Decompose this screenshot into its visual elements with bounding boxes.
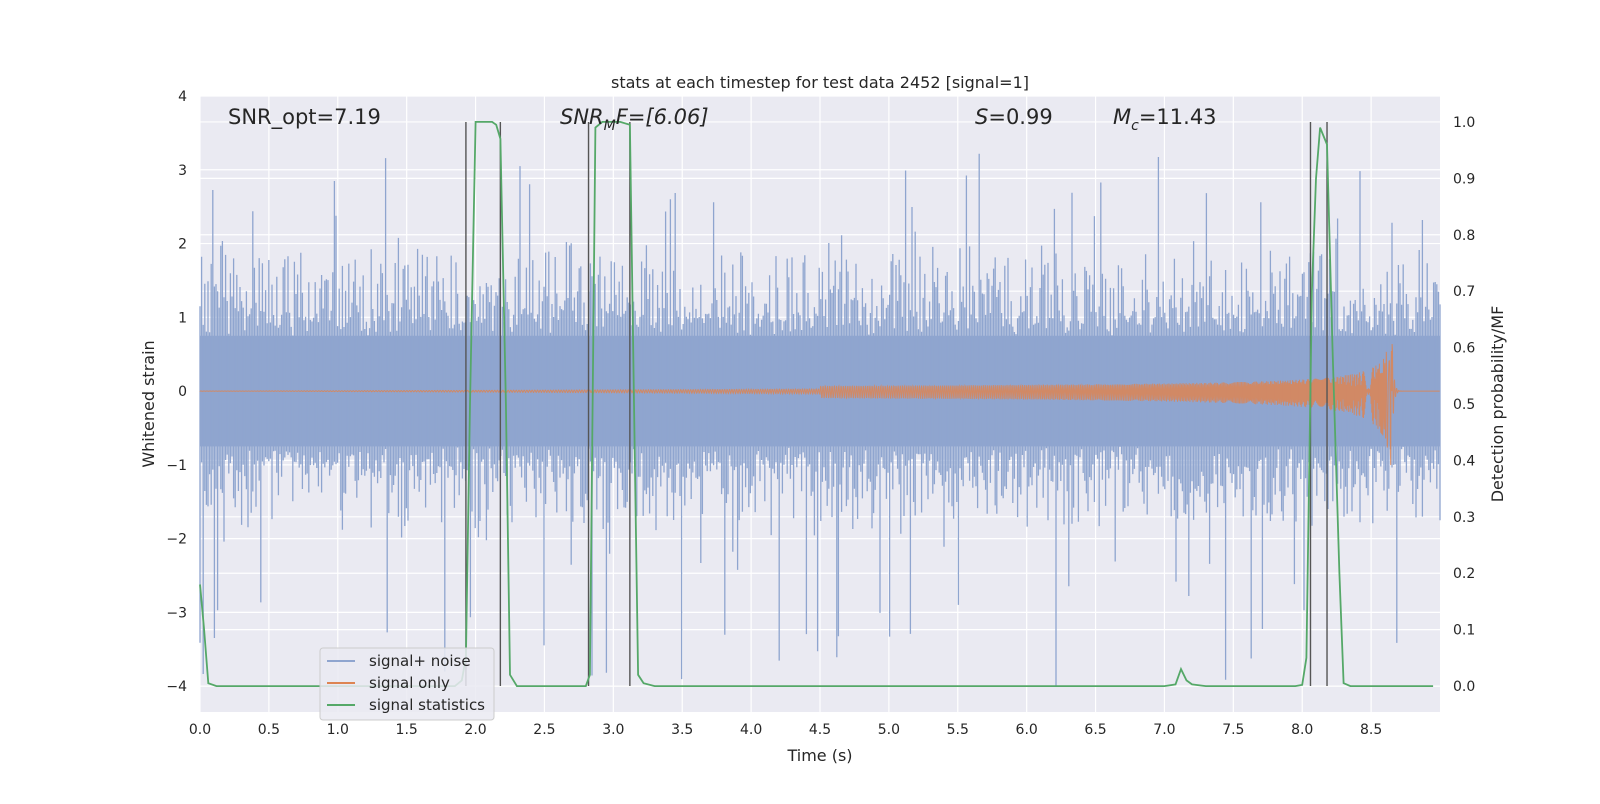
y-tick-label-left: −2 (166, 532, 187, 548)
x-tick-label: 7.5 (1222, 722, 1244, 738)
legend-label-signal-statistics: signal statistics (369, 696, 485, 714)
y-tick-label-left: −4 (166, 679, 187, 695)
y-axis-label-left: Whitened strain (139, 340, 158, 467)
signal-statistics-line (199, 121, 1434, 687)
y-tick-label-right: 0.7 (1453, 284, 1475, 300)
x-tick-label: 1.5 (396, 722, 418, 738)
x-tick-label: 0.5 (258, 722, 280, 738)
x-tick-label: 2.5 (533, 722, 555, 738)
x-tick-label: 1.0 (327, 722, 349, 738)
annotation-mc: Mc=11.43 (1113, 105, 1217, 134)
chart-title: stats at each timestep for test data 245… (611, 73, 1029, 92)
x-tick-label: 3.0 (602, 722, 624, 738)
x-tick-label: 8.0 (1291, 722, 1313, 738)
y-tick-label-left: 0 (178, 384, 187, 400)
x-tick-label: 0.0 (189, 722, 211, 738)
y-axis-ticks-left: 4 3 2 1 0 −1 −2 −3 −4 (166, 89, 187, 695)
y-axis-ticks-right: 1.0 0.9 0.8 0.7 0.6 0.5 0.4 0.3 0.2 0.1 0.0 (1453, 115, 1475, 695)
annotation-snr-mf: SNRMF=[6.06] (560, 105, 709, 134)
y-tick-label-right: 1.0 (1453, 115, 1475, 131)
y-tick-label-right: 0.0 (1453, 679, 1475, 695)
y-tick-label-right: 0.3 (1453, 510, 1475, 526)
y-tick-label-right: 0.4 (1453, 453, 1475, 469)
y-tick-label-right: 0.5 (1453, 397, 1475, 413)
x-tick-label: 2.0 (464, 722, 486, 738)
x-tick-label: 3.5 (671, 722, 693, 738)
x-tick-label: 7.0 (1153, 722, 1175, 738)
y-tick-label-right: 0.8 (1453, 228, 1475, 244)
x-tick-label: 6.0 (1016, 722, 1038, 738)
series-signal-statistics (199, 121, 1434, 687)
x-tick-label: 8.5 (1360, 722, 1382, 738)
y-tick-label-right: 0.6 (1453, 341, 1475, 357)
y-tick-label-left: 3 (178, 163, 187, 179)
legend-box (319, 647, 495, 721)
y-tick-label-left: 1 (178, 310, 187, 326)
legend-label-signal-only: signal only (369, 674, 450, 692)
y-tick-label-right: 0.1 (1453, 623, 1475, 639)
x-tick-label: 4.0 (740, 722, 762, 738)
y-axis-label-right: Detection probability/MF (1488, 306, 1507, 503)
y-tick-label-right: 0.2 (1453, 566, 1475, 582)
legend-label-signal-noise: signal+ noise (369, 652, 471, 670)
y-tick-label-left: 4 (178, 89, 187, 105)
y-tick-label-left: 2 (178, 237, 187, 253)
y-tick-label-left: −3 (166, 605, 187, 621)
signal-only-trace (199, 343, 1440, 466)
y-tick-label-left: −1 (166, 458, 187, 474)
x-axis-label: Time (s) (786, 746, 852, 765)
annotation-s: S=0.99 (975, 105, 1053, 129)
x-tick-label: 5.5 (947, 722, 969, 738)
x-axis-ticks: 0.0 0.5 1.0 1.5 2.0 2.5 3.0 3.5 4.0 4.5 5.0 5.5 6.0 6… (189, 722, 1382, 738)
annotation-snr-opt: SNR_opt=7.19 (228, 105, 381, 130)
noise-trace (199, 153, 1441, 686)
x-tick-label: 4.5 (809, 722, 831, 738)
legend: signal+ noise signal only signal statist… (319, 647, 495, 721)
series-signal-only (199, 343, 1440, 466)
x-tick-label: 6.5 (1084, 722, 1106, 738)
x-tick-label: 5.0 (878, 722, 900, 738)
y-tick-label-right: 0.9 (1453, 171, 1475, 187)
